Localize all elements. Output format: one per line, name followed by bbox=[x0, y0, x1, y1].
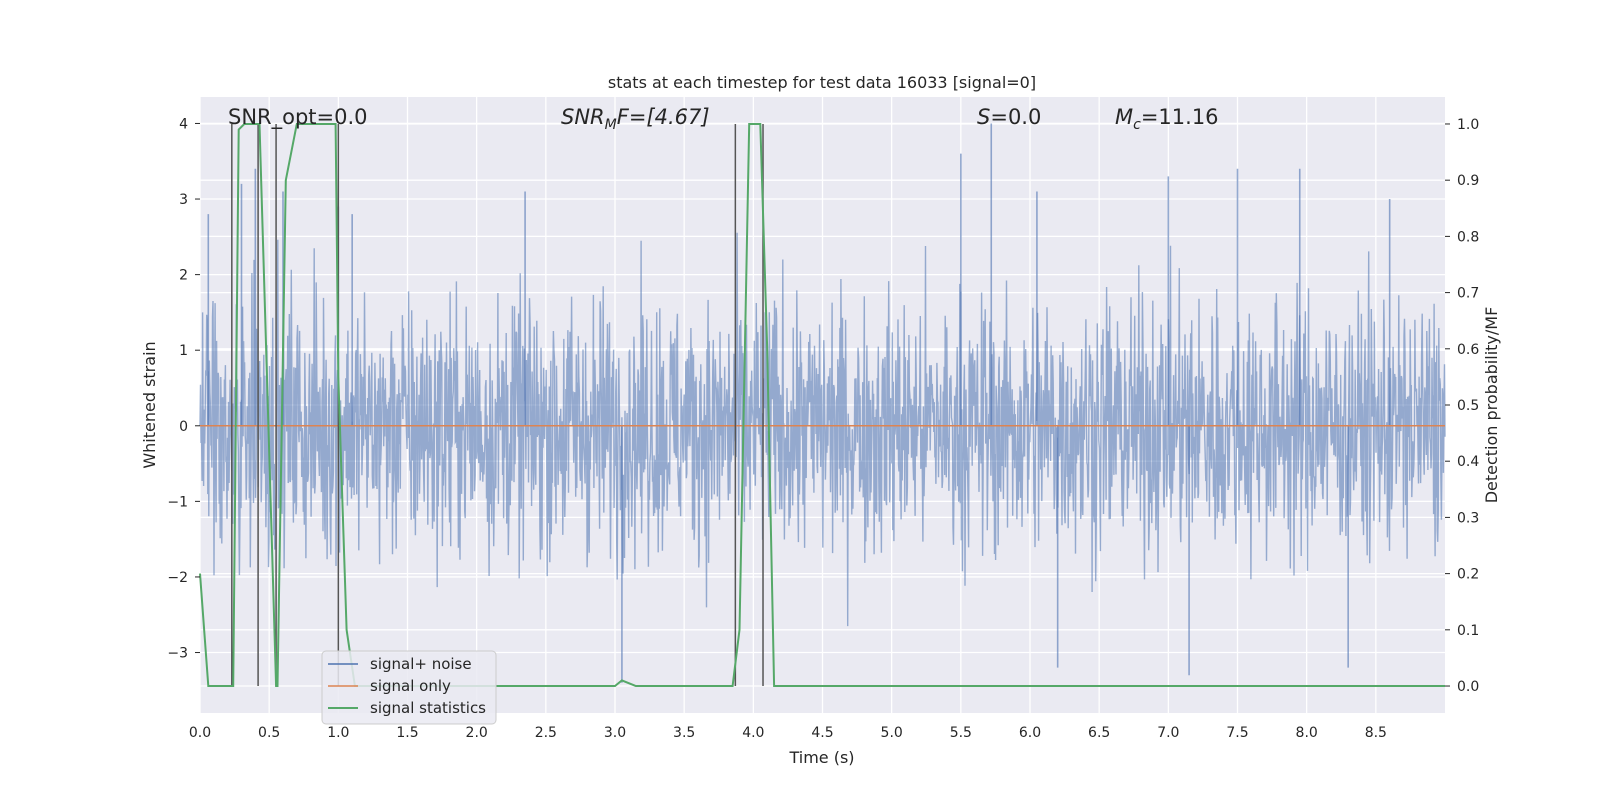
y-tick-label: 0 bbox=[179, 419, 188, 435]
y-tick-label: 1 bbox=[179, 343, 188, 359]
x-tick-label: 1.5 bbox=[396, 725, 418, 741]
chart-title: stats at each timestep for test data 160… bbox=[608, 73, 1036, 92]
x-tick-label: 8.0 bbox=[1296, 725, 1318, 741]
legend-stats-label: signal statistics bbox=[370, 699, 486, 717]
x-tick-label: 0.5 bbox=[258, 725, 280, 741]
annotation-s: S=0.0 bbox=[977, 105, 1041, 129]
x-tick-label: 6.0 bbox=[1019, 725, 1041, 741]
legend-noise-label: signal+ noise bbox=[370, 655, 472, 673]
annotation-mc: Mc=11.16 bbox=[1115, 105, 1219, 133]
x-tick-label: 6.5 bbox=[1088, 725, 1110, 741]
y2-tick-label: 0.1 bbox=[1457, 623, 1479, 639]
y2-tick-label: 0.6 bbox=[1457, 342, 1479, 358]
x-tick-label: 4.5 bbox=[811, 725, 833, 741]
x-tick-label: 1.0 bbox=[327, 725, 349, 741]
x-tick-label: 0.0 bbox=[189, 725, 211, 741]
y-tick-label: 3 bbox=[179, 192, 188, 208]
annotation-snr-mf-base: SNR bbox=[561, 105, 605, 129]
y-tick-label: −3 bbox=[167, 646, 188, 662]
y2-tick-label: 0.2 bbox=[1457, 567, 1479, 583]
y-axis-label: Whitened strain bbox=[140, 341, 159, 468]
y2-tick-label: 0.5 bbox=[1457, 398, 1479, 414]
legend-box bbox=[321, 650, 497, 725]
y-tick-label: −1 bbox=[167, 494, 188, 510]
y-tick-label: 4 bbox=[179, 116, 188, 132]
y2-tick-label: 0.8 bbox=[1457, 229, 1479, 245]
annotation-snr-mf-sub: M bbox=[605, 117, 617, 133]
annotation-snr-mf-value: F=[4.67] bbox=[617, 105, 710, 129]
x-tick-label: 5.5 bbox=[950, 725, 972, 741]
y2-tick-label: 0.3 bbox=[1457, 510, 1479, 526]
x-tick-label: 7.5 bbox=[1226, 725, 1248, 741]
detection-markers bbox=[231, 123, 764, 687]
x-tick-label: 3.5 bbox=[673, 725, 695, 741]
x-tick-label: 5.0 bbox=[881, 725, 903, 741]
y2-tick-label: 1.0 bbox=[1457, 117, 1479, 133]
x-tick-label: 8.5 bbox=[1365, 725, 1387, 741]
noise-trace bbox=[199, 232, 1446, 627]
y2-tick-label: 0.7 bbox=[1457, 286, 1479, 302]
y2-tick-label: 0.9 bbox=[1457, 173, 1479, 189]
legend: signal+ noise signal only signal statist… bbox=[321, 650, 497, 725]
annotation-snr-opt: SNR_opt=0.0 bbox=[228, 105, 368, 130]
y2-tick-label: 0.4 bbox=[1457, 454, 1479, 470]
y-tick-label: −2 bbox=[167, 570, 188, 586]
x-axis-label: Time (s) bbox=[788, 748, 854, 767]
legend-signal-label: signal only bbox=[370, 677, 451, 695]
y-tick-label: 2 bbox=[179, 268, 188, 284]
annotation-snr-mf: SNRMF=[4.67] bbox=[561, 105, 710, 133]
x-tick-label: 3.0 bbox=[604, 725, 626, 741]
tick-labels: 0.0 0.5 1.0 1.5 2.0 2.5 3.0 3.5 4.0 4.5 5.0 5.5 6.0 6… bbox=[167, 116, 1479, 741]
y2-tick-label: 0.0 bbox=[1457, 679, 1479, 695]
y2-axis-label: Detection probability/MF bbox=[1482, 307, 1501, 504]
x-tick-label: 4.0 bbox=[742, 725, 764, 741]
x-tick-label: 7.0 bbox=[1157, 725, 1179, 741]
x-tick-label: 2.0 bbox=[466, 725, 488, 741]
x-tick-label: 2.5 bbox=[535, 725, 557, 741]
